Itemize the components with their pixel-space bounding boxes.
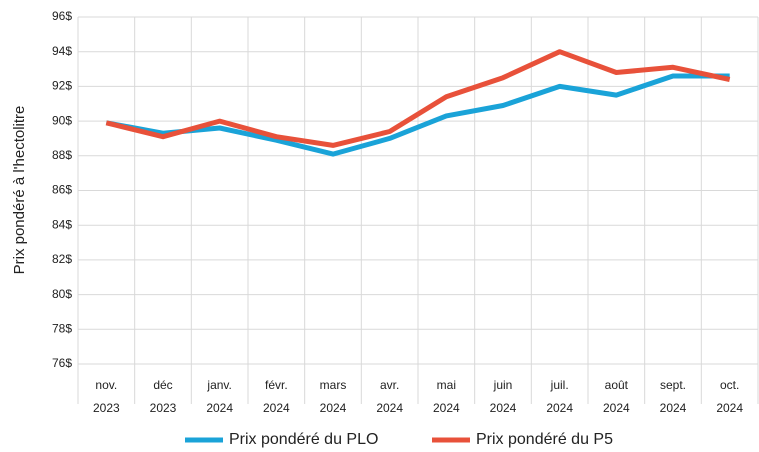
x-tick-label: 2024 xyxy=(716,401,743,415)
y-tick-label: 86$ xyxy=(52,183,72,197)
x-tick-label: 2024 xyxy=(546,401,573,415)
x-tick-label: 2024 xyxy=(206,401,233,415)
x-tick-label: nov. xyxy=(95,378,117,392)
y-tick-label: 94$ xyxy=(52,44,72,58)
x-tick-label: 2023 xyxy=(93,401,120,415)
x-tick-label: 2024 xyxy=(263,401,290,415)
legend-label: Prix pondéré du PLO xyxy=(229,431,378,448)
y-tick-label: 96$ xyxy=(52,9,72,23)
x-tick-label: 2023 xyxy=(150,401,177,415)
y-tick-label: 78$ xyxy=(52,321,72,335)
y-tick-label: 90$ xyxy=(52,113,72,127)
x-tick-label: 2024 xyxy=(660,401,687,415)
x-tick-label: 2024 xyxy=(376,401,403,415)
x-tick-label: oct. xyxy=(720,378,739,392)
x-tick-label: juin xyxy=(493,378,513,392)
x-tick-label: 2024 xyxy=(320,401,347,415)
x-tick-label: 2024 xyxy=(433,401,460,415)
x-tick-label: juil. xyxy=(550,378,569,392)
y-tick-label: 76$ xyxy=(52,356,72,370)
y-tick-label: 80$ xyxy=(52,287,72,301)
y-tick-label: 88$ xyxy=(52,148,72,162)
x-tick-label: août xyxy=(605,378,629,392)
y-tick-label: 84$ xyxy=(52,217,72,231)
x-tick-label: févr. xyxy=(265,378,288,392)
x-tick-label: déc xyxy=(153,378,172,392)
x-tick-label: sept. xyxy=(660,378,686,392)
x-tick-label: mars xyxy=(320,378,347,392)
x-tick-label: 2024 xyxy=(603,401,630,415)
y-tick-label: 82$ xyxy=(52,252,72,266)
x-tick-label: 2024 xyxy=(490,401,517,415)
x-tick-label: mai xyxy=(437,378,456,392)
legend-label: Prix pondéré du P5 xyxy=(476,431,613,448)
series-line xyxy=(105,49,731,148)
y-axis-label: Prix pondéré à l'hectolitre xyxy=(11,106,28,275)
x-tick-label: janv. xyxy=(206,378,231,392)
x-tick-label: avr. xyxy=(380,378,399,392)
series-line xyxy=(105,73,730,157)
y-tick-label: 92$ xyxy=(52,79,72,93)
